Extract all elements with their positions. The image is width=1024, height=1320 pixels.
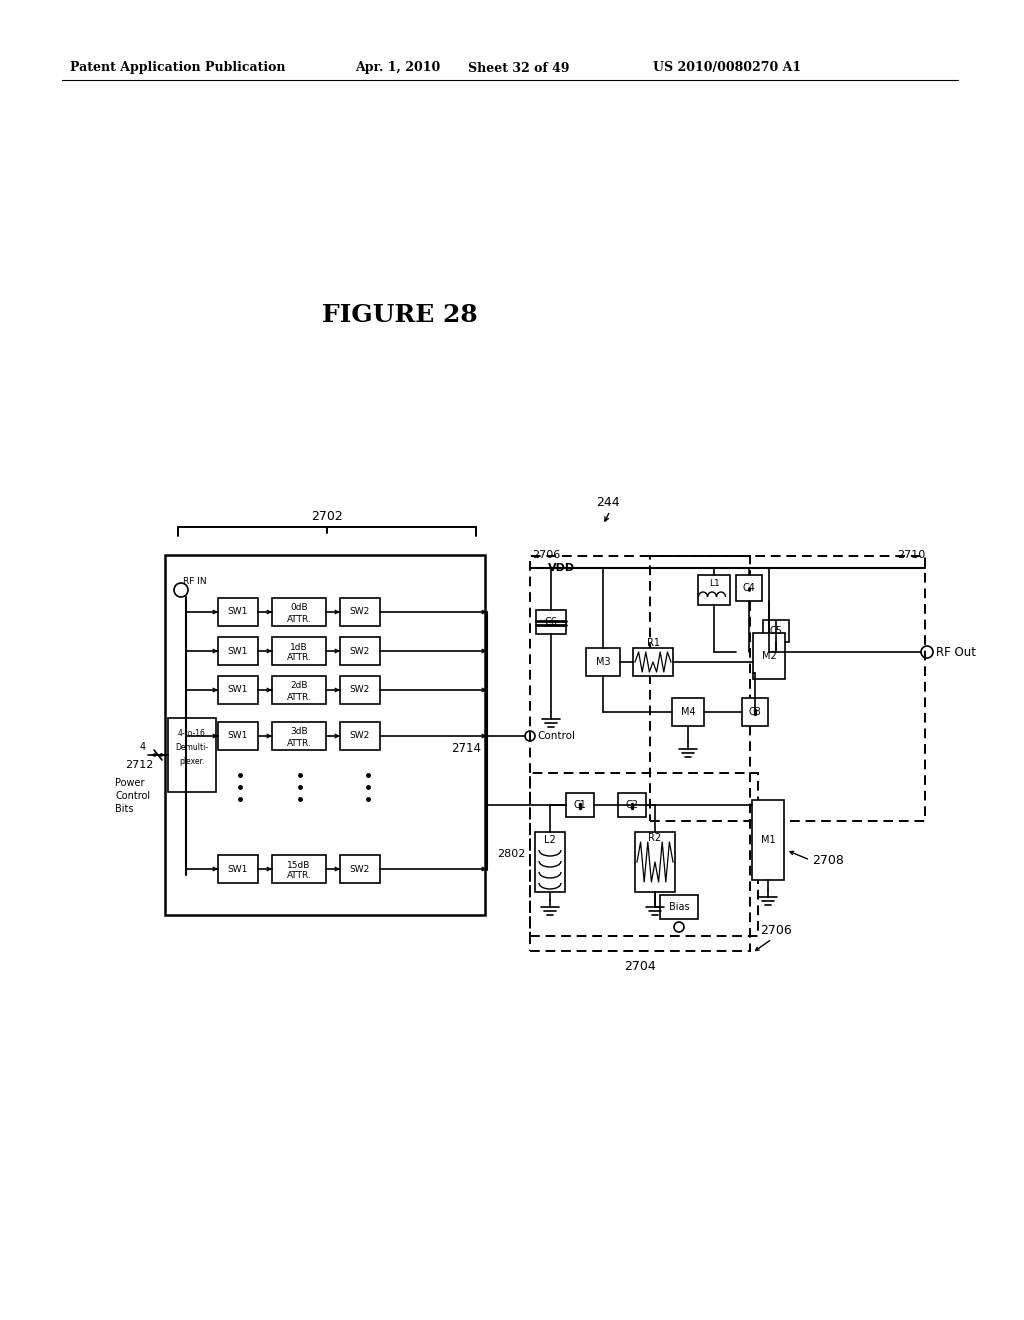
Bar — [168, 718, 216, 792]
Text: SW1: SW1 — [227, 865, 248, 874]
Text: ATTR.: ATTR. — [287, 738, 311, 747]
Text: C3: C3 — [749, 708, 762, 717]
Text: 2708: 2708 — [812, 854, 844, 866]
Bar — [535, 832, 565, 892]
Text: 244: 244 — [596, 496, 620, 510]
Text: C5: C5 — [769, 626, 782, 636]
Text: 2802: 2802 — [498, 849, 526, 859]
Bar — [672, 698, 705, 726]
Text: 2706: 2706 — [760, 924, 792, 937]
Text: SW2: SW2 — [350, 731, 370, 741]
Text: 4-to-16: 4-to-16 — [178, 730, 206, 738]
Text: Patent Application Publication: Patent Application Publication — [70, 62, 286, 74]
Bar — [633, 648, 673, 676]
Bar — [340, 676, 380, 704]
Bar — [586, 648, 620, 676]
Bar — [660, 895, 698, 919]
Bar — [340, 722, 380, 750]
Bar — [536, 610, 566, 634]
Text: ATTR.: ATTR. — [287, 871, 311, 880]
Bar — [272, 722, 326, 750]
Text: ATTR.: ATTR. — [287, 615, 311, 623]
Text: 3dB: 3dB — [290, 727, 308, 737]
Text: M4: M4 — [681, 708, 695, 717]
Bar — [530, 774, 758, 936]
Text: Power: Power — [115, 777, 144, 788]
Text: ATTR.: ATTR. — [287, 653, 311, 663]
Text: M3: M3 — [596, 657, 610, 667]
Bar — [165, 554, 485, 915]
Text: 2706: 2706 — [532, 550, 560, 560]
Text: VDD: VDD — [548, 564, 575, 573]
Bar — [272, 598, 326, 626]
Text: C4: C4 — [742, 583, 756, 593]
Text: Bits: Bits — [115, 804, 133, 814]
Bar — [742, 698, 768, 726]
Text: C2: C2 — [626, 800, 639, 810]
Text: 2704: 2704 — [624, 960, 656, 973]
Text: R2: R2 — [648, 833, 662, 843]
Text: 1dB: 1dB — [290, 643, 308, 652]
Text: 0dB: 0dB — [290, 603, 308, 612]
Text: plexer.: plexer. — [179, 758, 205, 767]
Text: SW2: SW2 — [350, 865, 370, 874]
Text: SW2: SW2 — [350, 607, 370, 616]
Text: L2: L2 — [544, 836, 556, 845]
Text: 2712: 2712 — [125, 760, 154, 770]
Text: SW1: SW1 — [227, 607, 248, 616]
Bar — [753, 634, 785, 678]
Text: R1: R1 — [646, 638, 659, 648]
Bar — [340, 855, 380, 883]
Text: 15dB: 15dB — [288, 861, 310, 870]
Bar — [736, 576, 762, 601]
Text: Demulti-: Demulti- — [175, 743, 209, 752]
Text: Control: Control — [537, 731, 575, 741]
Bar — [618, 793, 646, 817]
Bar — [218, 598, 258, 626]
Bar — [218, 855, 258, 883]
Text: Bias: Bias — [669, 902, 689, 912]
Bar — [272, 638, 326, 665]
Text: M2: M2 — [762, 651, 776, 661]
Bar — [650, 556, 925, 821]
Bar — [218, 638, 258, 665]
Bar — [272, 855, 326, 883]
Text: Control: Control — [115, 791, 151, 801]
Text: C6: C6 — [545, 616, 557, 627]
Text: M1: M1 — [761, 836, 775, 845]
Text: Sheet 32 of 49: Sheet 32 of 49 — [468, 62, 569, 74]
Bar — [698, 576, 730, 605]
Text: 2710: 2710 — [897, 550, 925, 560]
Bar — [272, 676, 326, 704]
Text: SW2: SW2 — [350, 647, 370, 656]
Text: L1: L1 — [709, 578, 720, 587]
Bar — [340, 598, 380, 626]
Text: 2dB: 2dB — [290, 681, 308, 690]
Text: C1: C1 — [573, 800, 587, 810]
Text: RF IN: RF IN — [183, 578, 207, 586]
Text: SW1: SW1 — [227, 647, 248, 656]
Bar — [752, 800, 784, 880]
Bar — [566, 793, 594, 817]
Text: 2702: 2702 — [311, 511, 343, 524]
Bar — [530, 556, 750, 950]
Text: 4: 4 — [140, 742, 146, 752]
Bar — [635, 832, 675, 892]
Text: RF Out: RF Out — [936, 645, 976, 659]
Bar — [340, 638, 380, 665]
Text: SW1: SW1 — [227, 685, 248, 694]
Text: SW1: SW1 — [227, 731, 248, 741]
Bar — [218, 676, 258, 704]
Text: ATTR.: ATTR. — [287, 693, 311, 701]
Bar — [763, 620, 790, 642]
Text: Apr. 1, 2010: Apr. 1, 2010 — [355, 62, 440, 74]
Text: US 2010/0080270 A1: US 2010/0080270 A1 — [653, 62, 801, 74]
Text: 2714: 2714 — [451, 742, 481, 755]
Text: SW2: SW2 — [350, 685, 370, 694]
Text: FIGURE 28: FIGURE 28 — [323, 304, 478, 327]
Bar — [218, 722, 258, 750]
